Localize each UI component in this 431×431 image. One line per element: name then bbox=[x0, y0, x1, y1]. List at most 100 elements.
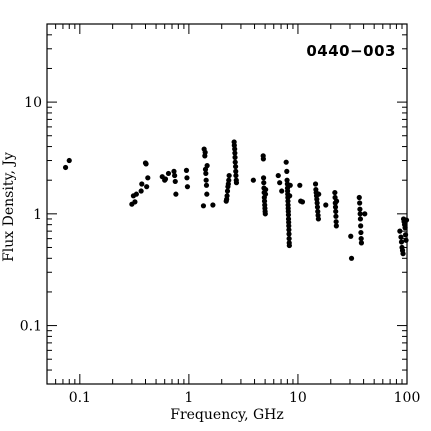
data-point bbox=[232, 159, 238, 165]
x-axis-tick-labels: 0.1 1 10 100 bbox=[69, 390, 421, 406]
data-point bbox=[232, 146, 238, 152]
data-point bbox=[204, 163, 210, 169]
data-point bbox=[286, 231, 292, 237]
data-point bbox=[200, 203, 207, 209]
data-point bbox=[263, 186, 269, 193]
data-point bbox=[165, 170, 172, 177]
data-point bbox=[283, 159, 289, 165]
data-point bbox=[286, 242, 292, 249]
data-point bbox=[233, 168, 239, 174]
data-point bbox=[333, 219, 339, 225]
data-point bbox=[138, 188, 144, 194]
data-point bbox=[314, 204, 321, 210]
data-point bbox=[173, 191, 179, 197]
data-point bbox=[315, 208, 321, 215]
data-point bbox=[362, 211, 368, 217]
data-point bbox=[333, 208, 339, 215]
data-point bbox=[279, 188, 285, 194]
data-point bbox=[232, 154, 238, 160]
data-point bbox=[261, 180, 267, 186]
data-point bbox=[348, 233, 354, 239]
data-point bbox=[260, 175, 267, 181]
data-point bbox=[145, 175, 151, 181]
data-point bbox=[232, 163, 239, 170]
data-point bbox=[286, 223, 292, 229]
data-point bbox=[348, 255, 355, 261]
data-point bbox=[315, 216, 321, 222]
data-point bbox=[285, 212, 292, 218]
x-axis-title: Frequency, GHz bbox=[170, 407, 284, 423]
data-point bbox=[333, 223, 339, 229]
y-axis-title: Flux Density, Jy bbox=[1, 152, 17, 262]
data-point bbox=[133, 191, 139, 197]
data-point bbox=[398, 239, 405, 245]
x-tick-label: 100 bbox=[394, 390, 421, 406]
data-point bbox=[224, 188, 231, 194]
data-point bbox=[233, 180, 240, 186]
data-point bbox=[397, 228, 403, 234]
data-point bbox=[62, 164, 69, 171]
data-point bbox=[403, 217, 410, 223]
data-point bbox=[284, 168, 290, 174]
data-point bbox=[210, 202, 216, 208]
data-point bbox=[287, 182, 293, 188]
data-point bbox=[66, 157, 72, 164]
data-point bbox=[323, 202, 329, 208]
data-point bbox=[357, 206, 363, 212]
y-tick-label: 10 bbox=[24, 95, 42, 111]
data-point bbox=[333, 198, 340, 204]
data-point bbox=[277, 180, 283, 186]
data-point bbox=[143, 161, 149, 167]
data-point bbox=[203, 177, 209, 183]
data-point bbox=[250, 177, 256, 183]
data-point bbox=[203, 182, 210, 188]
data-point bbox=[357, 211, 363, 217]
data-point bbox=[332, 189, 338, 196]
data-point bbox=[183, 167, 190, 173]
data-point bbox=[225, 181, 231, 187]
data-point bbox=[144, 184, 150, 190]
data-point bbox=[184, 175, 190, 181]
data-point bbox=[260, 156, 266, 162]
data-point bbox=[171, 168, 177, 174]
data-point bbox=[398, 234, 404, 240]
data-point bbox=[226, 172, 232, 179]
data-point bbox=[357, 216, 364, 222]
data-point bbox=[316, 191, 322, 197]
data-point bbox=[332, 204, 339, 210]
data-point bbox=[132, 199, 138, 205]
data-point bbox=[356, 194, 362, 201]
data-point bbox=[232, 150, 238, 156]
data-point bbox=[262, 211, 268, 217]
y-tick-label: 1 bbox=[33, 207, 42, 223]
data-points bbox=[62, 139, 410, 261]
data-point bbox=[202, 149, 208, 155]
data-point bbox=[358, 240, 365, 246]
data-point bbox=[299, 199, 306, 205]
data-point bbox=[358, 229, 364, 236]
data-point bbox=[402, 232, 409, 238]
data-point bbox=[286, 236, 292, 242]
data-point bbox=[314, 196, 320, 202]
y-axis-tick-labels: 0.1 1 10 bbox=[20, 95, 42, 334]
data-point bbox=[314, 200, 320, 206]
data-point bbox=[184, 184, 191, 190]
data-point bbox=[400, 251, 406, 257]
data-point bbox=[224, 193, 230, 199]
data-point bbox=[204, 191, 210, 197]
x-tick-label: 10 bbox=[289, 390, 307, 406]
plot-border bbox=[46, 23, 408, 385]
data-point bbox=[333, 213, 339, 219]
data-point bbox=[358, 236, 364, 242]
data-point bbox=[261, 198, 268, 204]
data-point bbox=[226, 177, 232, 183]
source-name-annotation: 0440−003 bbox=[306, 42, 396, 60]
data-point bbox=[262, 191, 269, 197]
data-point bbox=[284, 177, 290, 183]
data-point bbox=[286, 227, 292, 233]
x-tick-label: 1 bbox=[184, 390, 193, 406]
data-point bbox=[275, 172, 281, 179]
data-point bbox=[172, 178, 178, 185]
plot-frame bbox=[46, 23, 408, 385]
